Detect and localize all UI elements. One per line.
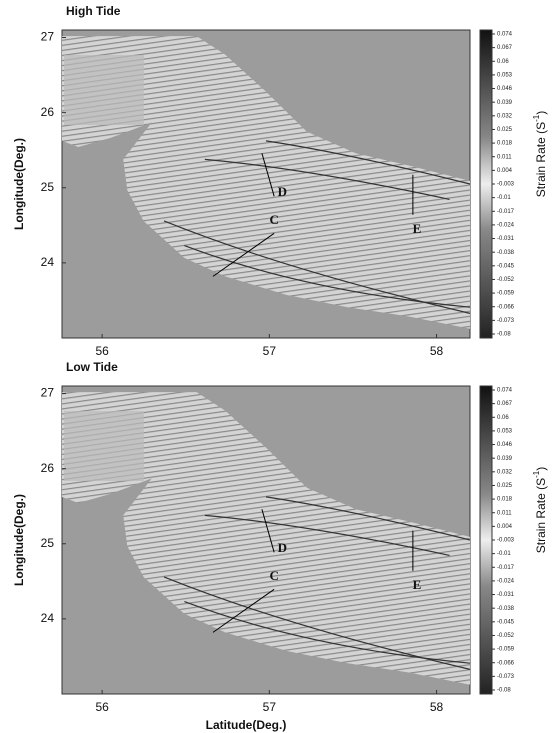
sea-field — [62, 36, 470, 329]
colorbar-tick-label: 0.004 — [497, 524, 513, 530]
panel-title: High Tide — [66, 4, 121, 18]
y-axis-label: Longitude(Deg.) — [12, 138, 26, 230]
y-tick-label: 25 — [41, 536, 55, 550]
annotation: E — [413, 577, 422, 592]
annotation-line — [212, 588, 275, 633]
y-tick-label: 27 — [41, 386, 55, 400]
colorbar-tick-label: 0.032 — [497, 113, 513, 119]
annotation-line — [261, 509, 275, 553]
colorbar-tick-label: -0.038 — [497, 250, 515, 256]
colorbar-tick-label: 0.011 — [497, 154, 512, 160]
colorbar-tick-label: -0.01 — [497, 195, 511, 201]
islands — [64, 411, 144, 481]
wave-band — [204, 514, 450, 556]
colorbar-tick-label: 0.053 — [497, 72, 513, 78]
colorbar-tick-label: 0.067 — [497, 401, 513, 407]
colorbar-label: Strain Rate (S-1) — [532, 111, 548, 198]
colorbar-tick-label: 0.039 — [497, 100, 513, 106]
annotation-line — [261, 153, 275, 197]
colorbar-tick-label: -0.059 — [497, 647, 515, 653]
colorbar-tick-label: 0.011 — [497, 510, 512, 516]
colorbar-tick-label: -0.066 — [497, 660, 515, 666]
colorbar — [479, 29, 493, 339]
colorbar-tick-label: 0.046 — [497, 86, 513, 92]
wave-band — [265, 140, 471, 185]
x-tick-label: 56 — [95, 344, 109, 358]
y-tick-label: 27 — [41, 30, 55, 44]
colorbar-tick-label: -0.017 — [497, 565, 515, 571]
colorbar-tick-label: 0.004 — [497, 168, 513, 174]
colorbar-tick-label: -0.08 — [497, 688, 511, 694]
y-axis-label: Longitude(Deg.) — [12, 494, 26, 586]
colorbar-tick-label: -0.024 — [497, 222, 515, 228]
colorbar-tick-label: 0.039 — [497, 456, 513, 462]
colorbar-label-close: ) — [534, 111, 548, 115]
annotation: C — [269, 568, 278, 583]
colorbar-tick-label: -0.031 — [497, 236, 515, 242]
colorbar-tick-label: -0.017 — [497, 209, 515, 215]
sea-field — [62, 392, 470, 685]
colorbar-label-exponent: -1 — [532, 470, 541, 478]
colorbar-tick-label: -0.066 — [497, 304, 515, 310]
annotation: C — [269, 212, 278, 227]
x-axis-label: Latitude(Deg.) — [206, 718, 287, 732]
colorbar — [479, 385, 493, 695]
colorbar-tick-label: 0.025 — [497, 483, 513, 489]
y-tick-label: 26 — [41, 461, 55, 475]
colorbar-tick-label: 0.06 — [497, 59, 509, 65]
colorbar-label-exponent: -1 — [532, 114, 541, 122]
colorbar-tick-label: -0.073 — [497, 318, 515, 324]
colorbar-tick-label: 0.018 — [497, 497, 513, 503]
colorbar-tick-label: -0.045 — [497, 263, 515, 269]
colorbar-tick-label: -0.052 — [497, 277, 515, 283]
wave-band — [184, 601, 471, 664]
y-tick-label: 24 — [41, 611, 55, 625]
colorbar-label-close: ) — [534, 467, 548, 471]
colorbar-tick-label: 0.074 — [497, 32, 513, 38]
colorbar-label-text: Strain Rate (S — [534, 478, 548, 553]
wave-band — [265, 496, 471, 541]
colorbar-tick-label: 0.018 — [497, 141, 513, 147]
colorbar-tick-label: -0.052 — [497, 633, 515, 639]
wave-band — [204, 158, 450, 200]
colorbar-tick-label: -0.024 — [497, 578, 515, 584]
x-tick-label: 58 — [430, 700, 444, 714]
colorbar-tick-label: 0.074 — [497, 388, 513, 394]
colorbar-tick-label: -0.059 — [497, 291, 515, 297]
colorbar-tick-label: -0.038 — [497, 606, 515, 612]
x-tick-label: 57 — [263, 344, 277, 358]
colorbar-tick-label: -0.08 — [497, 332, 511, 338]
colorbar-tick-label: 0.053 — [497, 428, 513, 434]
colorbar-tick-label: -0.073 — [497, 674, 515, 680]
annotation-line — [212, 232, 275, 277]
panel-title: Low Tide — [66, 360, 118, 374]
colorbar-tick-label: 0.046 — [497, 442, 513, 448]
colorbar-tick-label: -0.045 — [497, 619, 515, 625]
annotation: E — [413, 221, 422, 236]
colorbar-tick-label: -0.003 — [497, 538, 515, 544]
colorbar-tick-label: -0.031 — [497, 592, 515, 598]
colorbar-tick-label: 0.032 — [497, 469, 513, 475]
annotation: D — [278, 184, 287, 199]
colorbar-tick-label: 0.067 — [497, 45, 513, 51]
annotation: D — [278, 540, 287, 555]
colorbar-tick-label: 0.025 — [497, 127, 513, 133]
wave-band — [184, 245, 471, 308]
x-tick-label: 58 — [430, 344, 444, 358]
y-tick-label: 26 — [41, 105, 55, 119]
x-tick-label: 57 — [263, 700, 277, 714]
colorbar-label: Strain Rate (S-1) — [532, 467, 548, 554]
colorbar-label-text: Strain Rate (S — [534, 122, 548, 197]
islands — [64, 55, 144, 125]
y-tick-label: 24 — [41, 255, 55, 269]
colorbar-tick-label: -0.003 — [497, 182, 515, 188]
colorbar-tick-label: -0.01 — [497, 551, 511, 557]
colorbar-tick-label: 0.06 — [497, 415, 509, 421]
y-tick-label: 25 — [41, 180, 55, 194]
x-tick-label: 56 — [95, 700, 109, 714]
